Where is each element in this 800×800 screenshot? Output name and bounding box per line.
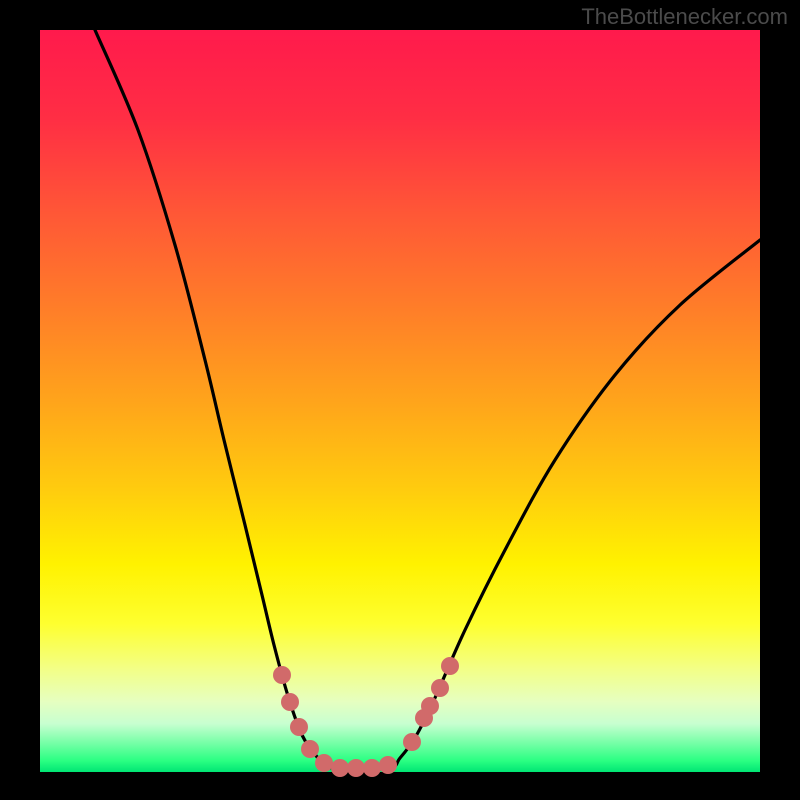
stage: TheBottlenecker.com [0, 0, 800, 800]
curve-edge-mask [760, 0, 800, 800]
watermark-text: TheBottlenecker.com [581, 4, 788, 30]
plot-area [40, 30, 760, 772]
